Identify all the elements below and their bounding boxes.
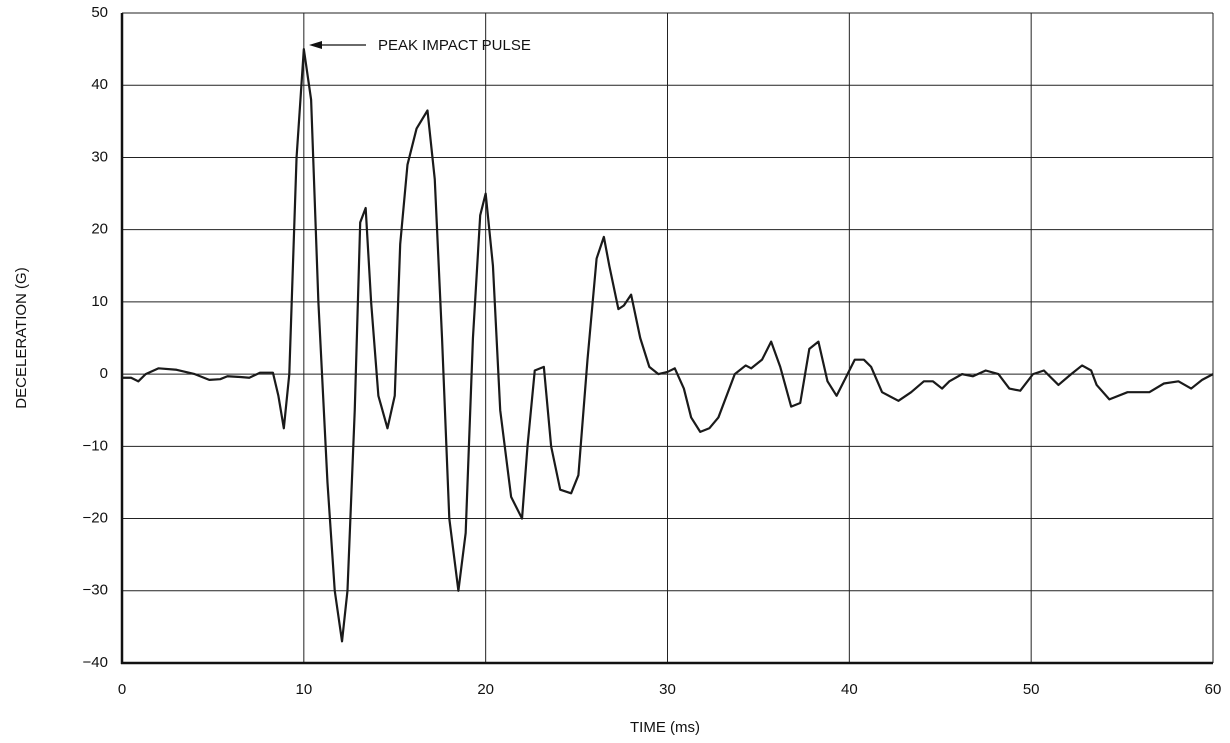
arrow-head <box>309 41 322 49</box>
y-tick-label: 40 <box>91 76 108 93</box>
x-tick-label: 0 <box>118 681 126 698</box>
y-axis-label: DECELERATION (G) <box>13 267 30 408</box>
y-tick-label: 10 <box>91 293 108 310</box>
x-tick-label: 50 <box>1023 681 1040 698</box>
x-tick-label: 10 <box>295 681 312 698</box>
x-axis-label: TIME (ms) <box>630 719 700 736</box>
y-tick-label: −20 <box>83 510 108 527</box>
x-tick-label: 30 <box>659 681 676 698</box>
y-tick-label: 0 <box>100 365 108 382</box>
x-tick-label: 40 <box>841 681 858 698</box>
y-tick-label: −10 <box>83 437 108 454</box>
y-tick-label: 50 <box>91 4 108 21</box>
y-tick-label: 30 <box>91 148 108 165</box>
annotation: PEAK IMPACT PULSE <box>378 37 531 54</box>
data-line <box>122 48 1214 643</box>
y-tick-label: 20 <box>91 221 108 238</box>
y-tick-label: −30 <box>83 582 108 599</box>
x-tick-label: 60 <box>1205 681 1222 698</box>
y-tick-label: −40 <box>83 654 108 671</box>
x-tick-label: 20 <box>477 681 494 698</box>
